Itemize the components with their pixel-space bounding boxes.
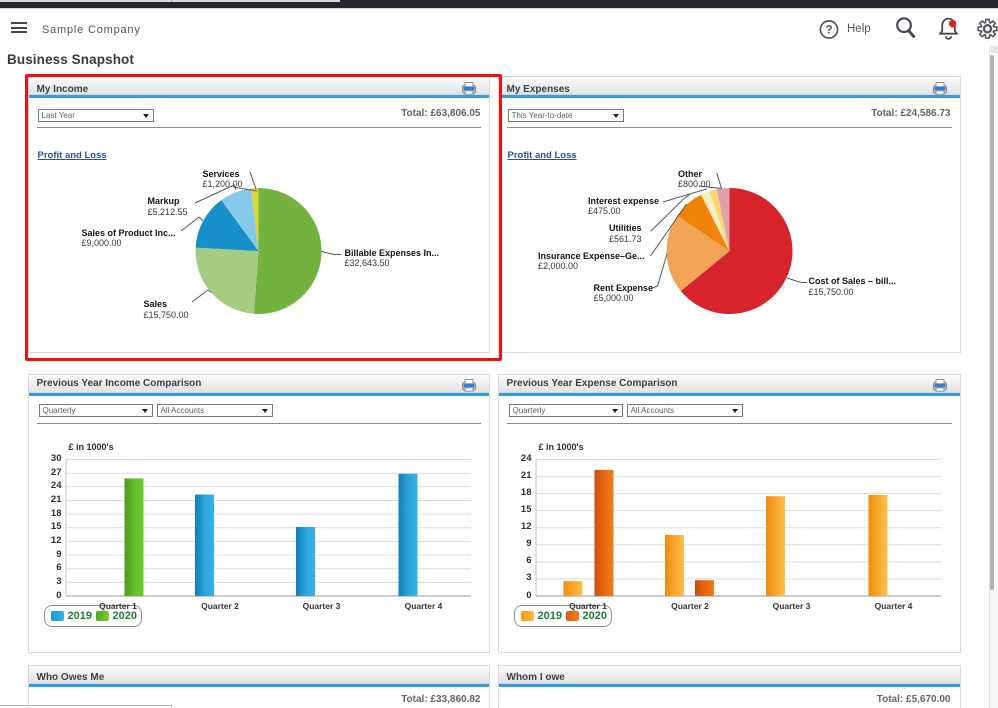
svg-text:?: ? — [825, 25, 832, 37]
